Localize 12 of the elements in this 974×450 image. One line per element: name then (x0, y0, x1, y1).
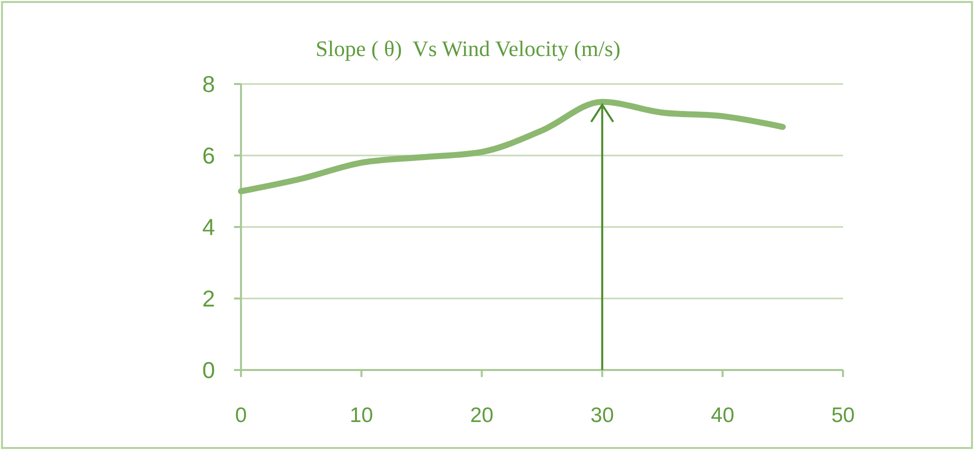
x-tick-label: 40 (710, 404, 734, 427)
y-tick-label: 2 (202, 286, 215, 312)
x-tick-label: 10 (350, 404, 374, 427)
x-tick-label: 30 (590, 404, 614, 427)
x-tick-label: 50 (831, 404, 855, 427)
x-tick-label: 20 (470, 404, 494, 427)
chart-title: Slope ( θ) Vs Wind Velocity (m/s) (316, 36, 620, 61)
y-tick-label: 4 (202, 214, 216, 240)
x-tick-label: 0 (235, 404, 247, 427)
y-tick-label: 8 (202, 71, 215, 98)
y-tick-label: 0 (202, 357, 215, 384)
y-tick-label: 6 (202, 142, 215, 169)
